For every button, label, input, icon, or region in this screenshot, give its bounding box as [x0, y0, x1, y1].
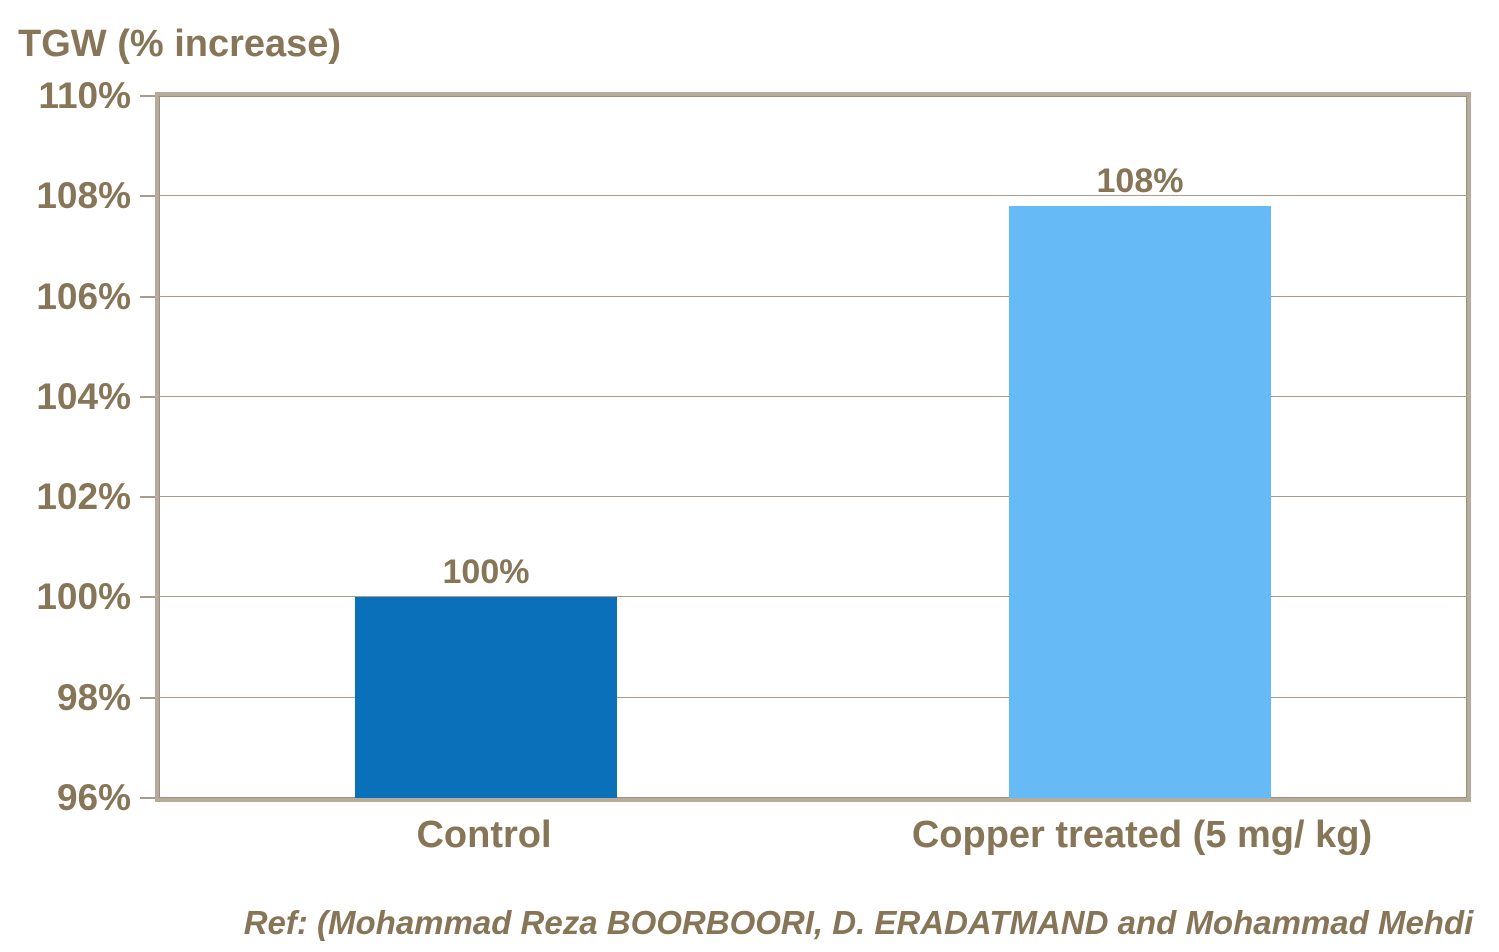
bar-control: 100%	[355, 553, 617, 798]
tick-mark	[140, 195, 155, 198]
plot-inner: 100% 108%	[159, 96, 1467, 798]
value-label: 100%	[442, 553, 530, 592]
plot-area: 100% 108%	[155, 92, 1471, 802]
tick-mark	[140, 596, 155, 599]
x-axis: Control Copper treated (5 mg/ kg)	[155, 814, 1471, 857]
gridline	[159, 295, 1467, 297]
y-axis: 96% 98% 100% 102% 104% 106% 108% 110%	[0, 75, 155, 818]
y-axis-label: 104%	[36, 375, 131, 417]
y-axis-label: 96%	[56, 777, 131, 818]
y-axis-label: 100%	[36, 576, 131, 618]
x-axis-label-control: Control	[416, 814, 552, 856]
value-label: 108%	[1096, 162, 1184, 201]
y-axis-label: 106%	[36, 275, 131, 317]
tick-mark	[140, 395, 155, 398]
gridline	[159, 596, 1467, 598]
gridline	[159, 395, 1467, 397]
y-axis-label: 98%	[56, 676, 131, 718]
ref-citation: Ref: (Mohammad Reza BOORBOORI, D. ERADAT…	[243, 904, 1474, 941]
bar-copper-treated-5-mg-kg: 108%	[1009, 162, 1271, 798]
gridline	[159, 696, 1467, 698]
x-axis-label-copper-treated-5-mg-kg: Copper treated (5 mg/ kg)	[911, 814, 1373, 856]
tick-mark	[140, 696, 155, 699]
tick-mark	[140, 295, 155, 298]
tick-mark	[140, 496, 155, 499]
gridline	[159, 496, 1467, 498]
tick-mark	[140, 95, 155, 97]
chart-title: TGW (% increase)	[18, 23, 342, 65]
y-axis-label: 110%	[38, 75, 131, 116]
y-axis-label: 102%	[36, 476, 131, 518]
gridline	[159, 195, 1467, 197]
y-axis-label: 108%	[36, 175, 131, 217]
tick-mark	[140, 797, 155, 799]
